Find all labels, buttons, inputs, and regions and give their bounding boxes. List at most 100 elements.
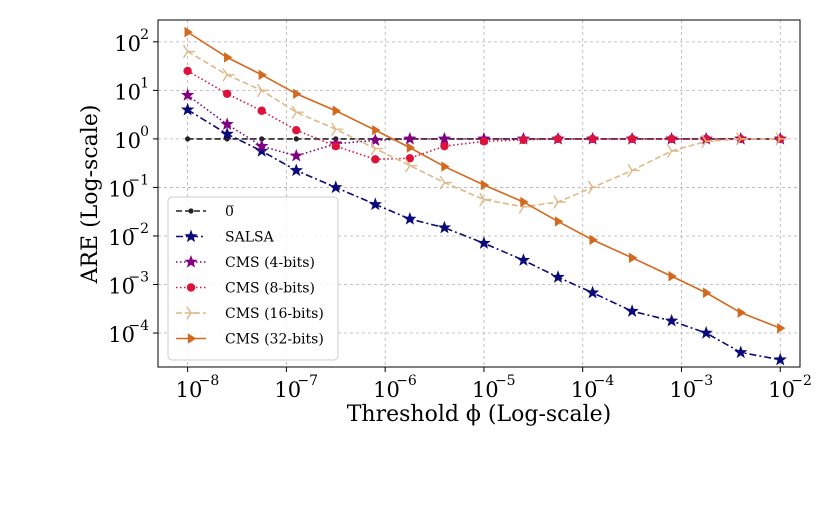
data-point xyxy=(737,307,746,318)
data-point xyxy=(258,69,267,81)
data-point xyxy=(588,134,597,144)
y-tick-label: 10 xyxy=(108,226,135,250)
data-point xyxy=(184,26,193,38)
legend-label: CMS (8-bits) xyxy=(225,281,315,297)
x-tick-label: 10 xyxy=(274,378,301,402)
data-point xyxy=(403,211,417,225)
legend-item: CMS (32-bits) xyxy=(176,332,324,348)
x-tick-exponent: −5 xyxy=(495,373,516,389)
data-point xyxy=(224,52,233,63)
data-point xyxy=(371,155,380,164)
data-point xyxy=(773,352,787,366)
legend-label: CMS (4-bits) xyxy=(225,255,315,271)
legend-marker xyxy=(186,306,199,320)
data-point xyxy=(777,322,786,334)
y-tick-label: 10 xyxy=(108,274,135,298)
data-point xyxy=(628,252,638,264)
plot-frame xyxy=(157,19,801,368)
data-point xyxy=(520,196,529,208)
y-tick-exponent: 0 xyxy=(140,124,149,140)
legend-marker xyxy=(187,333,197,344)
x-tick-label: 10 xyxy=(768,378,795,402)
y-tick-exponent: −1 xyxy=(128,172,149,188)
data-point xyxy=(289,148,303,162)
y-tick-exponent: −3 xyxy=(128,269,149,285)
data-point xyxy=(368,133,382,147)
data-point xyxy=(699,326,713,339)
data-point xyxy=(293,88,302,99)
data-point xyxy=(372,124,381,136)
y-tick-label: 10 xyxy=(114,80,141,104)
legend-label: CMS (32-bits) xyxy=(225,332,324,348)
y-tick-exponent: −2 xyxy=(128,221,149,237)
series-salsa xyxy=(180,102,787,366)
data-point xyxy=(332,105,341,116)
x-tick-exponent: −7 xyxy=(297,373,318,389)
data-point xyxy=(554,216,564,227)
x-tick-label: 10 xyxy=(669,378,696,402)
legend-marker xyxy=(186,283,196,292)
data-point xyxy=(405,154,415,163)
legend-item: SALSA xyxy=(176,229,275,246)
x-axis-title: Threshold ϕ (Log-scale) xyxy=(347,402,612,427)
legend-item: CMS (8-bits) xyxy=(176,281,315,297)
legend: 0̅ SALSA CMS (4-bits) CMS (8-bits) CMS (16-b… xyxy=(167,196,339,361)
data-point xyxy=(259,136,265,142)
data-point xyxy=(477,236,491,249)
x-tick-label: 10 xyxy=(472,378,499,402)
data-point xyxy=(331,141,340,151)
data-point xyxy=(587,180,601,195)
data-point xyxy=(775,132,788,146)
data-point xyxy=(701,134,714,149)
data-point xyxy=(257,106,266,115)
axis-ticks: 10−8 10−7 10−6 10−5 10−4 10−3 10−2210110010−11… xyxy=(108,27,812,402)
legend-label: CMS (16-bits) xyxy=(225,306,324,322)
data-point xyxy=(736,132,749,146)
data-point xyxy=(437,220,452,234)
x-tick-exponent: −4 xyxy=(594,373,615,389)
legend-marker xyxy=(188,208,194,214)
x-tick-exponent: −2 xyxy=(791,373,812,389)
data-point xyxy=(403,131,417,145)
series-cms-16-bits xyxy=(182,44,788,214)
data-point xyxy=(293,136,299,142)
y-tick-exponent: −4 xyxy=(128,318,149,334)
data-point xyxy=(516,253,531,266)
legend-label: SALSA xyxy=(225,230,275,246)
data-point xyxy=(668,271,677,282)
plot-series xyxy=(180,26,788,366)
data-point xyxy=(370,141,383,156)
legend-box xyxy=(167,196,339,361)
data-point xyxy=(222,68,235,82)
x-tick-exponent: −3 xyxy=(692,373,713,389)
x-tick-exponent: −6 xyxy=(396,373,417,389)
y-tick-exponent: 1 xyxy=(140,75,149,91)
data-point xyxy=(292,125,301,135)
data-point xyxy=(405,158,418,173)
legend-marker xyxy=(184,255,198,268)
legend-item: CMS (4-bits) xyxy=(176,255,315,271)
y-axis-title: ARE (Log-scale) xyxy=(78,105,103,285)
x-tick-label: 10 xyxy=(571,378,598,402)
data-point xyxy=(439,175,452,190)
data-point xyxy=(220,117,234,131)
y-tick-label: 10 xyxy=(108,323,135,347)
y-tick-label: 10 xyxy=(114,32,141,56)
data-point xyxy=(331,122,344,136)
data-point xyxy=(255,139,269,152)
data-point xyxy=(664,313,679,327)
data-point xyxy=(553,195,566,209)
data-point xyxy=(291,105,304,119)
data-point xyxy=(406,142,416,153)
data-point xyxy=(180,88,195,101)
legend-label: 0̅ xyxy=(225,204,234,220)
data-point xyxy=(289,163,303,177)
x-tick-label: 10 xyxy=(176,378,203,402)
x-tick-label: 10 xyxy=(373,378,400,402)
data-point xyxy=(441,161,450,172)
data-point xyxy=(182,44,196,59)
data-point xyxy=(479,192,492,207)
data-point xyxy=(255,144,269,157)
data-point xyxy=(256,83,270,98)
